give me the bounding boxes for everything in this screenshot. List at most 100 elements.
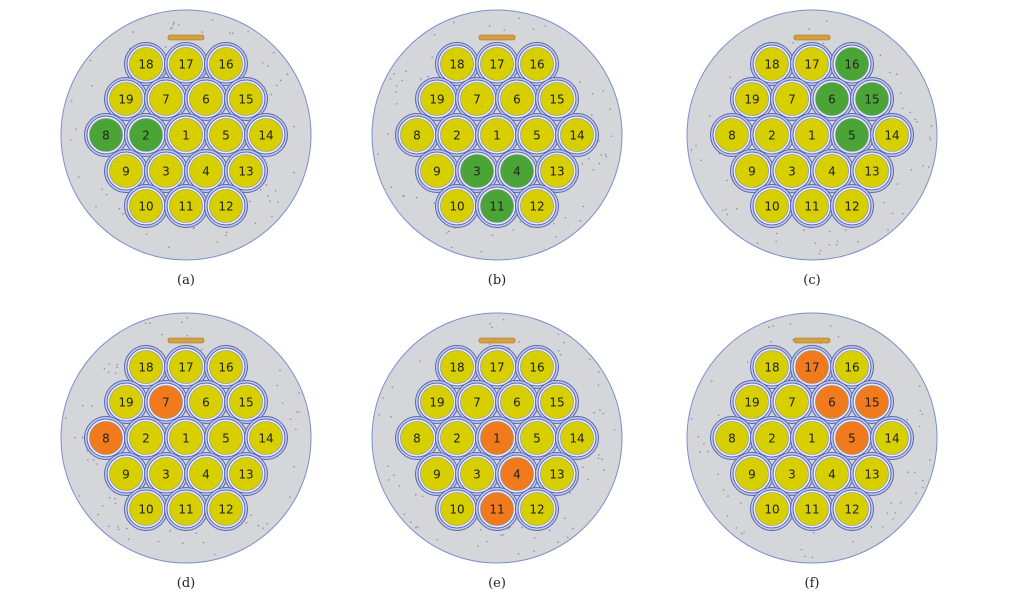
dot-mark — [725, 208, 727, 211]
dot-mark — [393, 474, 395, 476]
pin-label: 4 — [828, 165, 836, 179]
dot-mark — [915, 492, 917, 494]
pin-label: 2 — [453, 129, 461, 143]
dot-mark — [740, 502, 742, 504]
pin-label: 13 — [549, 165, 564, 179]
pin-label: 8 — [728, 432, 736, 446]
dot-mark — [122, 213, 124, 215]
pin-label: 7 — [473, 396, 481, 410]
pin-fill — [755, 47, 789, 81]
slot-marker — [478, 337, 516, 344]
dot-mark — [891, 212, 894, 215]
pin-fill — [440, 421, 474, 455]
dot-mark — [116, 366, 118, 369]
dot-mark — [564, 216, 567, 219]
pin-7: 7 — [770, 77, 814, 121]
pin-12: 12 — [204, 184, 248, 228]
pin-18: 18 — [750, 42, 794, 86]
dot-mark — [177, 23, 180, 26]
pin-label: 12 — [844, 503, 859, 517]
pin-label: 9 — [748, 165, 756, 179]
dot-mark — [118, 207, 121, 210]
dot-mark — [579, 81, 581, 83]
dot-mark — [743, 531, 745, 534]
pin-label: 14 — [569, 432, 584, 446]
pin-label: 5 — [533, 432, 541, 446]
dot-mark — [902, 212, 904, 215]
dot-mark — [395, 84, 398, 87]
dot-mark — [103, 368, 106, 370]
dot-mark — [132, 31, 134, 33]
dot-mark — [267, 65, 269, 67]
dot-mark — [289, 496, 291, 498]
pin-4: 4 — [184, 452, 228, 496]
dot-mark — [792, 41, 794, 44]
dot-mark — [262, 527, 264, 530]
dot-mark — [387, 133, 389, 135]
pin-label: 6 — [828, 93, 836, 107]
pin-fill — [540, 457, 574, 491]
dot-mark — [918, 425, 921, 428]
caption-a: (a) — [177, 273, 195, 288]
dot-mark — [405, 70, 407, 73]
pin-fill — [855, 385, 889, 419]
slot-marker — [167, 34, 205, 41]
pin-label: 16 — [218, 58, 233, 72]
dot-mark — [554, 235, 557, 238]
dot-mark — [77, 176, 80, 178]
dot-mark — [557, 349, 560, 352]
caption-d: (d) — [176, 576, 196, 591]
dot-mark — [726, 514, 729, 517]
dot-mark — [909, 111, 912, 114]
pin-fill — [500, 82, 534, 116]
dot-mark — [768, 326, 770, 328]
pin-fill — [229, 82, 263, 116]
pin-9: 9 — [730, 149, 774, 193]
dot-mark — [604, 153, 607, 156]
dot-mark — [887, 229, 889, 231]
dot-mark — [108, 496, 111, 499]
dot-mark — [857, 240, 859, 243]
pin-fill — [715, 118, 749, 152]
dot-mark — [117, 525, 119, 528]
pin-fill — [500, 457, 534, 491]
dot-mark — [403, 513, 406, 516]
pin-fill — [815, 154, 849, 188]
pin-6: 6 — [810, 380, 854, 424]
pin-16: 16 — [204, 345, 248, 389]
dot-mark — [819, 249, 822, 252]
dot-mark — [289, 418, 292, 421]
dot-mark — [598, 454, 600, 456]
dot-mark — [879, 54, 882, 57]
dot-mark — [388, 479, 390, 481]
dot-mark — [519, 221, 522, 223]
pin-label: 18 — [138, 58, 153, 72]
dot-mark — [257, 524, 260, 527]
dot-mark — [695, 144, 697, 147]
pin-fill — [169, 350, 203, 384]
pin-9: 9 — [104, 149, 148, 193]
pin-label: 3 — [788, 165, 796, 179]
dot-mark — [195, 532, 198, 534]
pin-fill — [520, 47, 554, 81]
dot-mark — [276, 384, 279, 387]
dot-mark — [489, 322, 491, 325]
pin-label: 6 — [828, 396, 836, 410]
dot-mark — [532, 28, 535, 30]
pin-6: 6 — [184, 77, 228, 121]
pin-label: 3 — [473, 468, 481, 482]
pin-label: 2 — [142, 129, 150, 143]
dot-mark — [64, 417, 67, 419]
pin-13: 13 — [224, 149, 268, 193]
dot-mark — [182, 542, 184, 544]
dot-mark — [181, 321, 183, 324]
pin-label: 19 — [429, 93, 444, 107]
pin-6: 6 — [810, 77, 854, 121]
pin-fill — [460, 457, 494, 491]
pin-12: 12 — [515, 184, 559, 228]
dot-mark — [213, 553, 216, 556]
pin-18: 18 — [435, 42, 479, 86]
pin-label: 5 — [222, 129, 230, 143]
pin-17: 17 — [475, 42, 519, 86]
